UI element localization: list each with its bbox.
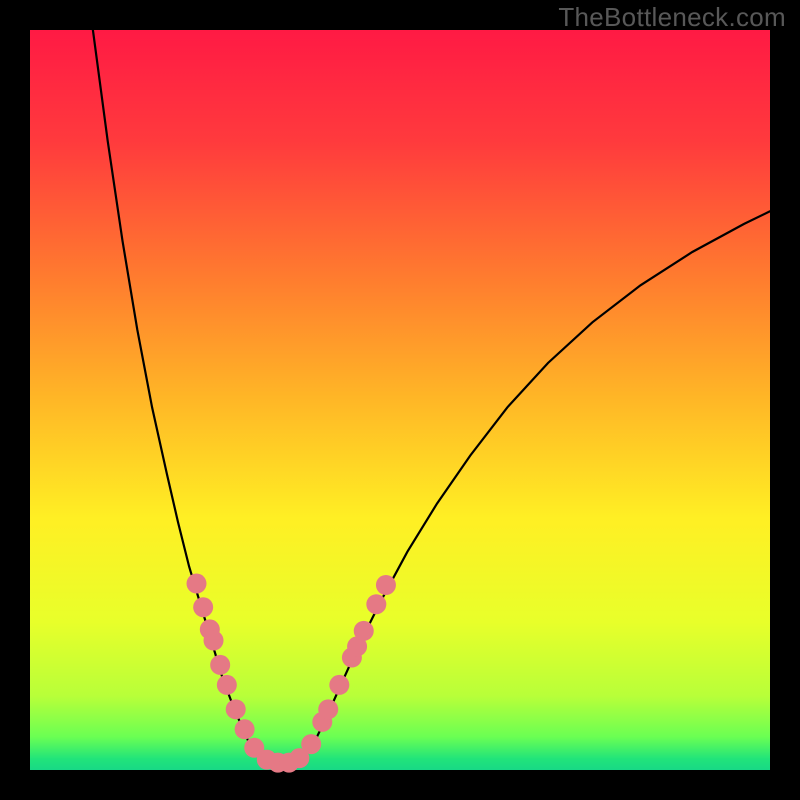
plot-background — [30, 30, 770, 770]
watermark-text: TheBottleneck.com — [558, 2, 786, 33]
data-marker — [301, 734, 321, 754]
data-marker — [329, 675, 349, 695]
data-marker — [226, 699, 246, 719]
chart-svg — [0, 0, 800, 800]
data-marker — [235, 719, 255, 739]
stage: TheBottleneck.com — [0, 0, 800, 800]
data-marker — [366, 594, 386, 614]
data-marker — [210, 655, 230, 675]
data-marker — [204, 631, 224, 651]
data-marker — [217, 675, 237, 695]
data-marker — [376, 575, 396, 595]
data-marker — [193, 597, 213, 617]
data-marker — [354, 621, 374, 641]
data-marker — [318, 699, 338, 719]
data-marker — [187, 574, 207, 594]
